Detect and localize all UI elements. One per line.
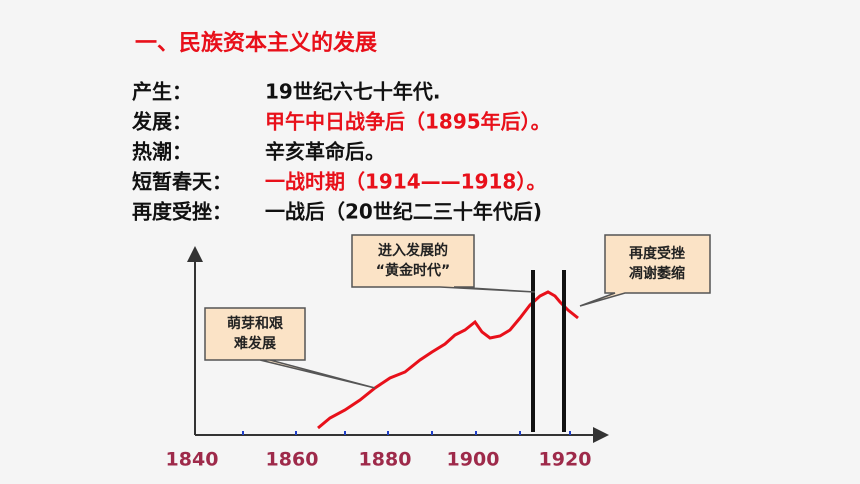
row-label: 热潮： [132, 140, 192, 164]
row-value: 一战时期（1914——1918）。 [265, 170, 546, 194]
callout-text: 再度受挫 [629, 245, 685, 262]
callout-text: “黄金时代” [376, 262, 450, 279]
row-label: 发展： [131, 110, 192, 134]
x-axis-label: 1880 [359, 449, 412, 471]
row-label: 再度受挫： [132, 200, 232, 224]
row-value: 一战后（20世纪二三十年代后) [265, 200, 542, 224]
row-value: 19世纪六七十年代. [265, 80, 440, 104]
x-axis-label: 1900 [447, 449, 500, 471]
row-label: 短暂春天： [132, 170, 232, 194]
callout-text: 难发展 [233, 335, 276, 352]
callout-text: 萌芽和艰 [227, 315, 284, 332]
row-value: 甲午中日战争后（1895年后）。 [265, 110, 551, 134]
title: 一、民族资本主义的发展 [135, 30, 377, 56]
row-label: 产生： [132, 80, 192, 104]
x-axis-label: 1920 [539, 449, 592, 471]
x-axis-label: 1840 [166, 449, 219, 471]
callout-text: 进入发展的 [378, 242, 448, 259]
axis-ticks [242, 431, 571, 435]
x-axis-label: 1860 [266, 449, 319, 471]
row-value: 辛亥革命后。 [265, 140, 385, 164]
callout-text: 凋谢萎缩 [629, 265, 685, 282]
callout-shapes [204, 234, 711, 389]
